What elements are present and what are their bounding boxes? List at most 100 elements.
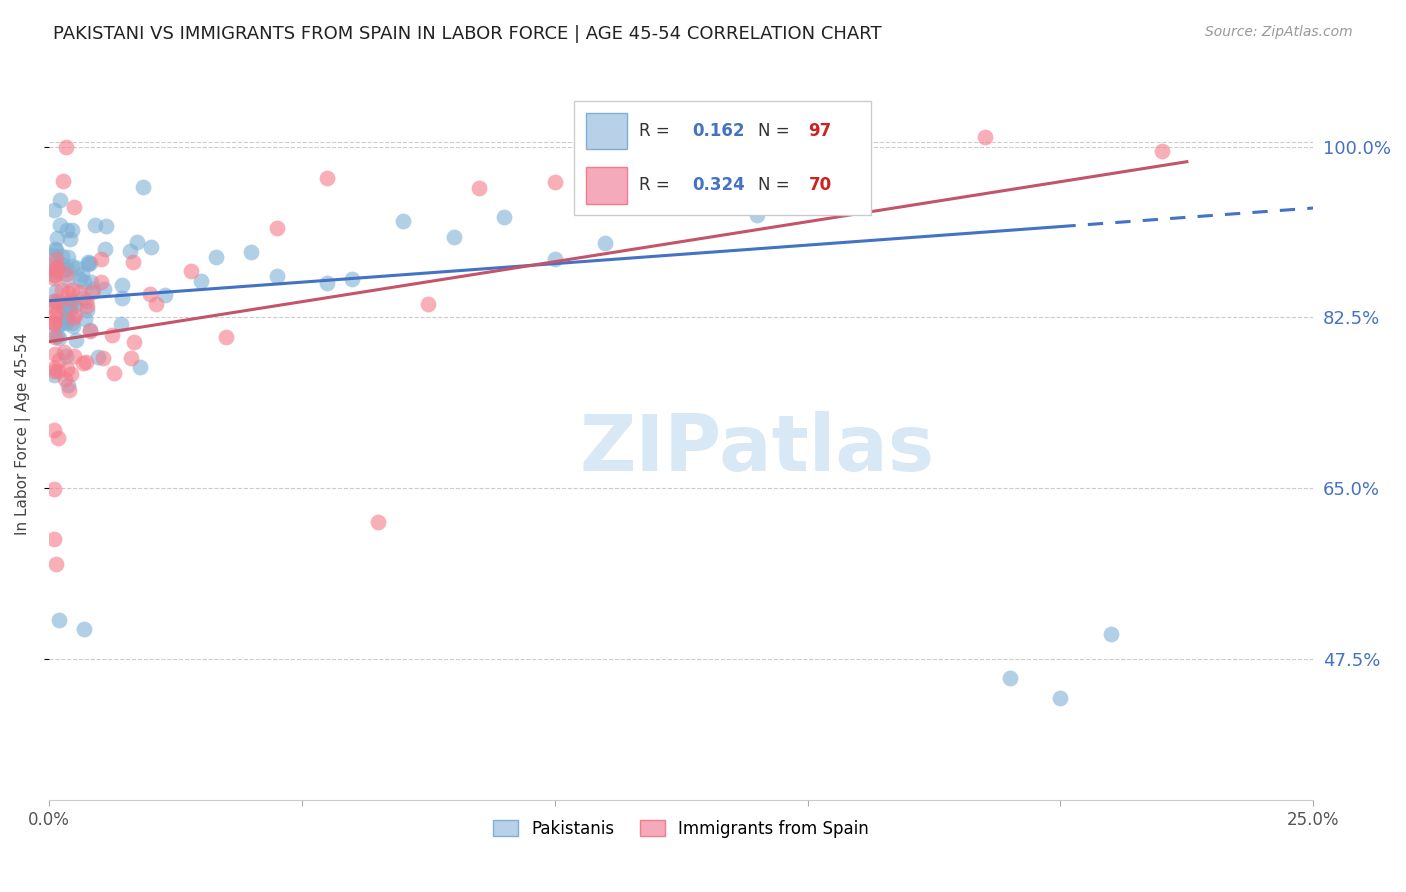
Point xyxy=(69,285,91,299)
Point xyxy=(42,262,65,277)
Point xyxy=(63,298,86,312)
Point xyxy=(544,175,567,189)
Point xyxy=(44,300,66,314)
Point xyxy=(153,288,176,302)
Point xyxy=(80,285,103,299)
Point xyxy=(998,671,1021,685)
Point xyxy=(42,268,65,283)
Y-axis label: In Labor Force | Age 45-54: In Labor Force | Age 45-54 xyxy=(15,334,31,535)
Point xyxy=(63,200,86,214)
Point xyxy=(52,345,75,359)
Legend: Pakistanis, Immigrants from Spain: Pakistanis, Immigrants from Spain xyxy=(486,814,876,845)
Point xyxy=(59,301,82,316)
Point xyxy=(44,330,66,344)
Point xyxy=(62,295,84,310)
Point xyxy=(595,235,617,250)
Point xyxy=(52,299,75,313)
Point xyxy=(56,250,79,264)
Point xyxy=(132,179,155,194)
Point xyxy=(79,324,101,338)
Point xyxy=(1099,627,1122,641)
Point xyxy=(66,261,89,276)
Point xyxy=(42,532,65,546)
Point xyxy=(122,334,145,349)
Point xyxy=(91,351,114,365)
Point xyxy=(62,319,84,334)
Point xyxy=(56,297,79,311)
Point xyxy=(103,366,125,380)
Point xyxy=(42,308,65,322)
Point xyxy=(122,254,145,268)
Point xyxy=(96,219,118,233)
Point xyxy=(846,129,869,144)
Point xyxy=(745,208,768,222)
Point xyxy=(55,140,77,154)
Point xyxy=(180,264,202,278)
Point xyxy=(215,330,238,344)
Point xyxy=(240,244,263,259)
Point xyxy=(468,181,491,195)
Point xyxy=(544,252,567,267)
Point xyxy=(139,240,162,254)
Point xyxy=(266,268,288,283)
Point xyxy=(110,317,132,331)
Point xyxy=(443,229,465,244)
Point xyxy=(75,293,97,308)
Point xyxy=(48,613,70,627)
Point xyxy=(44,347,66,361)
Point xyxy=(45,284,67,298)
Point xyxy=(65,334,87,348)
Text: PAKISTANI VS IMMIGRANTS FROM SPAIN IN LABOR FORCE | AGE 45-54 CORRELATION CHART: PAKISTANI VS IMMIGRANTS FROM SPAIN IN LA… xyxy=(53,25,882,43)
Point xyxy=(46,431,69,445)
Point xyxy=(58,232,80,246)
Point xyxy=(90,252,112,267)
Point xyxy=(45,260,67,275)
Point xyxy=(145,297,167,311)
Point xyxy=(84,218,107,232)
Point xyxy=(52,258,75,272)
Point xyxy=(53,314,76,328)
Point xyxy=(42,264,65,278)
Point xyxy=(48,352,70,367)
Point xyxy=(392,214,415,228)
Point xyxy=(42,326,65,341)
Point xyxy=(60,222,83,236)
Text: ZIPatlas: ZIPatlas xyxy=(579,411,935,487)
Point xyxy=(42,361,65,376)
Point xyxy=(76,303,98,318)
Point xyxy=(79,256,101,270)
Point xyxy=(120,351,142,366)
Point xyxy=(101,327,124,342)
Point xyxy=(60,260,83,274)
Point xyxy=(644,129,666,144)
Point xyxy=(120,244,142,259)
Point xyxy=(76,299,98,313)
Point xyxy=(90,275,112,289)
Point xyxy=(342,272,364,286)
Point xyxy=(80,275,103,289)
Point xyxy=(46,329,69,343)
Point xyxy=(367,515,389,529)
Point xyxy=(44,316,66,330)
Point xyxy=(46,293,69,308)
Point xyxy=(1150,145,1173,159)
Point xyxy=(75,312,97,326)
Point xyxy=(60,283,83,297)
Point xyxy=(644,180,666,194)
Point xyxy=(63,350,86,364)
Point xyxy=(59,367,82,381)
Point xyxy=(55,349,77,363)
Point xyxy=(42,294,65,309)
Point xyxy=(111,278,134,293)
Point xyxy=(49,193,72,207)
Point xyxy=(42,482,65,496)
Point xyxy=(42,270,65,285)
Point xyxy=(48,331,70,345)
Point xyxy=(46,231,69,245)
Point xyxy=(44,242,66,256)
Point xyxy=(56,361,79,376)
Point xyxy=(42,317,65,331)
Point xyxy=(53,301,76,316)
Point xyxy=(72,275,94,289)
Point xyxy=(45,243,67,257)
